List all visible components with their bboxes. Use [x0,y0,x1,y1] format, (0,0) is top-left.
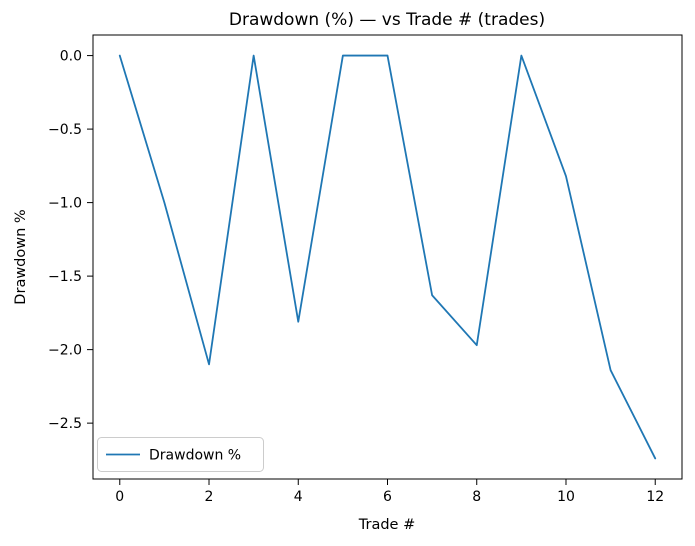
y-axis-label: Drawdown % [13,209,29,304]
x-tick-label: 8 [472,489,481,505]
y-tick-label: −1.0 [48,196,82,212]
y-tick-label: −1.5 [48,269,82,285]
x-axis-label: Trade # [358,517,415,533]
y-tick-label: −0.5 [48,122,82,138]
ticks-layer: 0 2 4 6 8 10 12 0.0 −0.5 −1.0 −1.5 −2.0 −2.5 [48,49,664,505]
x-tick-label: 2 [205,489,214,505]
y-tick-label: −2.0 [48,343,82,359]
x-tick-label: 6 [383,489,392,505]
x-tick-label: 10 [557,489,575,505]
legend: Drawdown % [97,437,264,472]
series-layer [118,54,657,460]
axes-frame [92,34,683,480]
x-tick-label: 4 [294,489,303,505]
x-tick-label: 0 [115,489,124,505]
y-tick-label: 0.0 [60,49,82,65]
y-tick-label: −2.5 [48,416,82,432]
legend-label: Drawdown % [149,448,241,464]
drawdown-line-series [118,54,657,460]
x-tick-label: 12 [646,489,664,505]
legend-box [97,437,264,472]
chart-title: Drawdown (%) — vs Trade # (trades) [229,10,545,30]
